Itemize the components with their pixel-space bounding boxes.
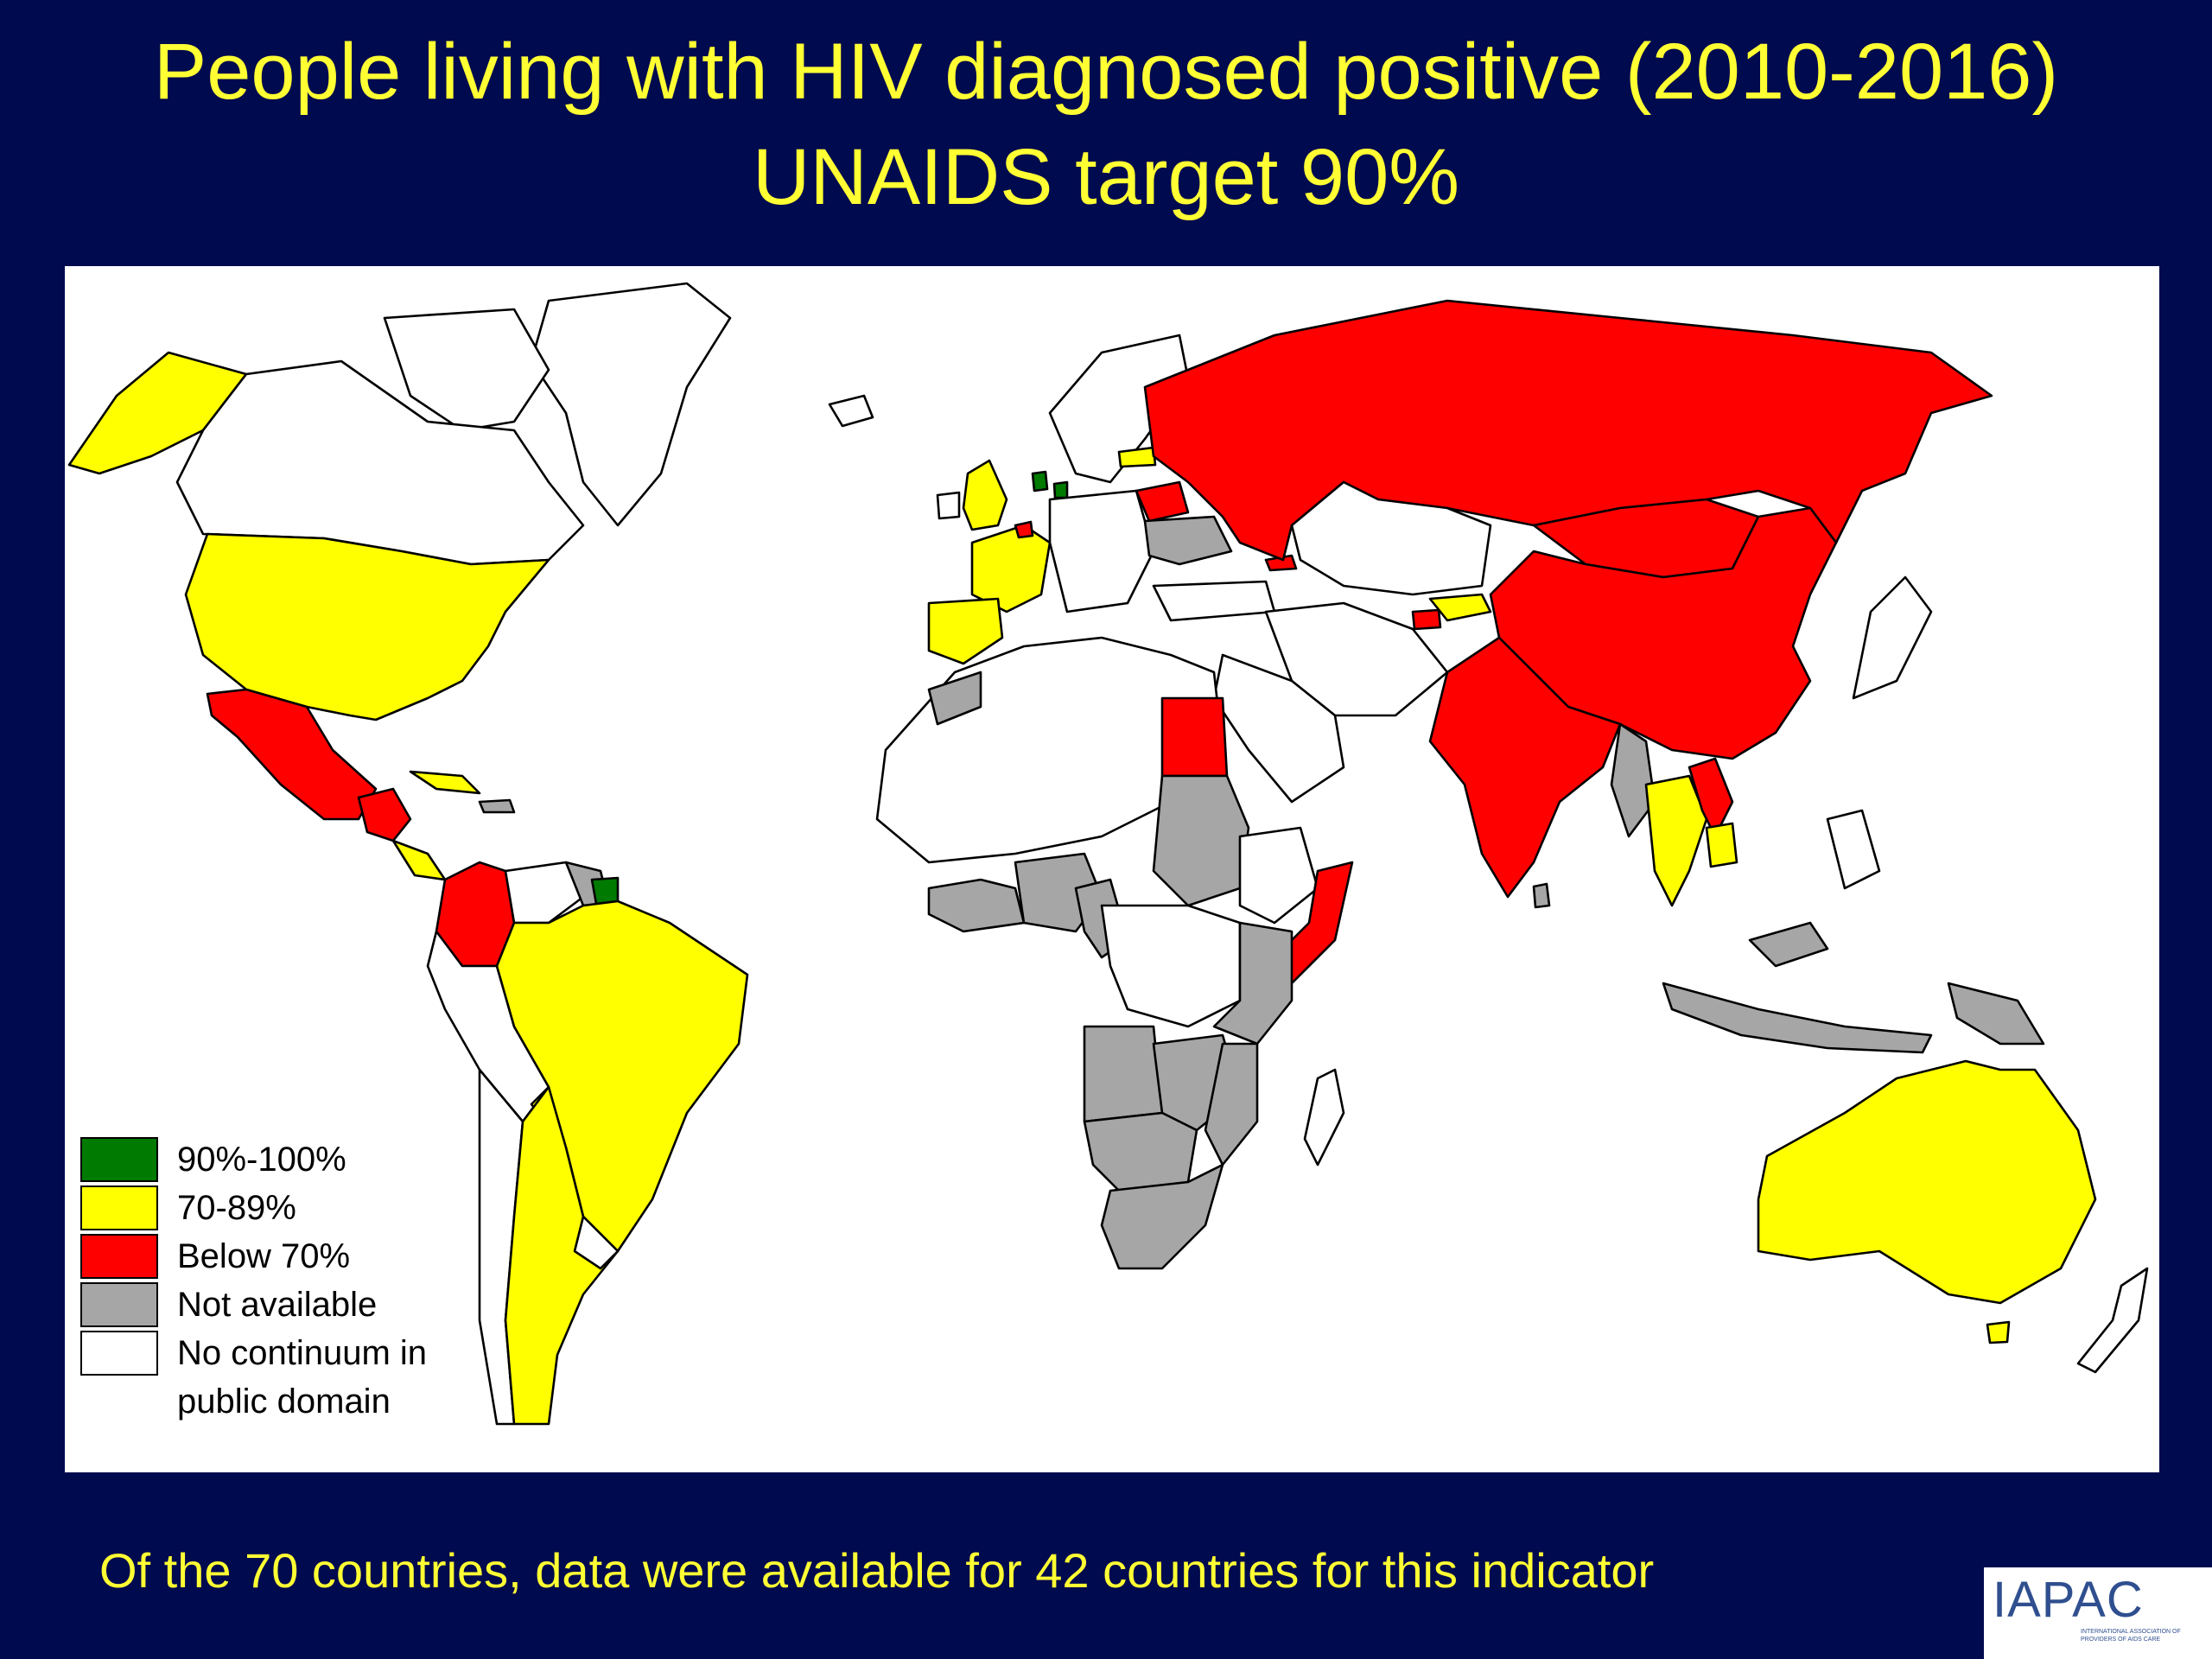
map-region-australia xyxy=(1757,1059,2097,1305)
map-region-cuba xyxy=(409,770,481,795)
map-region-uk xyxy=(962,459,1008,531)
map-region-russia xyxy=(1143,299,1993,562)
map-region-papua-new-guinea xyxy=(1947,982,2045,1046)
world-map xyxy=(67,282,2149,1426)
map-region-latvia xyxy=(1117,446,1157,468)
map-region-india xyxy=(1428,636,1622,899)
legend-item: 70-89% xyxy=(80,1184,427,1232)
map-region-vietnam xyxy=(1688,757,1734,838)
map-region-indonesia xyxy=(1662,982,1933,1054)
map-region-tasmania xyxy=(1986,1320,2011,1344)
legend-label: 90%-100% xyxy=(177,1140,346,1179)
footer-note: Of the 70 countries, data were available… xyxy=(99,1543,1655,1598)
legend-label: No continuum in xyxy=(177,1333,428,1372)
map-region-kyrgyzstan xyxy=(1428,593,1492,622)
logo-subtext: INTERNATIONAL ASSOCIATION OF PROVIDERS O… xyxy=(2081,1629,2181,1643)
map-region-argentina xyxy=(504,1085,620,1426)
map-region-canadian-arctic xyxy=(383,308,550,432)
map-region-egypt xyxy=(1160,696,1229,778)
map-region-malaysia xyxy=(1748,921,1829,968)
legend-label-continuation: public domain xyxy=(177,1382,391,1421)
legend-swatch-white xyxy=(80,1331,158,1376)
map-region-philippines xyxy=(1826,809,1881,890)
world-map-panel: 90%-100% 70-89% Below 70% Not available … xyxy=(65,266,2159,1472)
map-region-japan xyxy=(1852,575,1933,700)
map-region-ukraine xyxy=(1143,515,1233,566)
map-region-central-africa xyxy=(1100,904,1242,1028)
map-region-uruguay xyxy=(573,1215,620,1270)
legend-item: Not available xyxy=(80,1281,427,1329)
map-region-panama xyxy=(391,839,447,881)
map-region-kazakhstan xyxy=(1290,480,1492,596)
legend-swatch-yellow xyxy=(80,1185,158,1230)
legend-label: Not available xyxy=(177,1285,378,1324)
map-region-west-africa xyxy=(927,878,1026,933)
map-region-thailand xyxy=(1644,774,1708,907)
map-region-mozambique xyxy=(1204,1042,1259,1166)
map-region-angola xyxy=(1083,1025,1164,1123)
map-region-french-guiana xyxy=(590,876,620,906)
map-region-turkey xyxy=(1152,580,1276,622)
map-region-jamaica xyxy=(478,798,516,814)
map-region-ireland xyxy=(936,491,961,520)
map-region-netherlands xyxy=(1031,470,1049,493)
map-region-ethiopia xyxy=(1238,826,1319,925)
map-region-denmark xyxy=(1052,480,1069,499)
map-region-spain xyxy=(927,597,1004,665)
map-region-morocco xyxy=(927,671,982,726)
title-line-1: People living with HIV diagnosed positiv… xyxy=(153,28,2059,116)
map-region-new-zealand xyxy=(2076,1267,2149,1374)
map-region-myanmar xyxy=(1610,722,1656,838)
map-region-sri-lanka xyxy=(1532,882,1551,909)
map-region-usa xyxy=(184,532,550,721)
map-region-venezuela xyxy=(504,861,585,925)
legend-item: No continuum in xyxy=(80,1329,427,1377)
map-region-central-europe xyxy=(1048,489,1155,613)
map-region-mexico xyxy=(206,688,378,821)
map-region-iceland xyxy=(828,394,874,428)
legend-swatch-green xyxy=(80,1137,158,1182)
iapac-logo: IAPAC INTERNATIONAL ASSOCIATION OF PROVI… xyxy=(1984,1567,2212,1659)
map-region-madagascar xyxy=(1303,1068,1345,1166)
legend: 90%-100% 70-89% Below 70% Not available … xyxy=(80,1135,427,1426)
legend-label: 70-89% xyxy=(177,1188,296,1227)
map-region-belarus xyxy=(1135,480,1190,523)
map-region-namibia-botswana xyxy=(1083,1111,1198,1192)
legend-swatch-grey xyxy=(80,1282,158,1327)
map-region-sudan xyxy=(1152,774,1250,907)
map-region-luxembourg xyxy=(1014,520,1034,539)
legend-label: Below 70% xyxy=(177,1236,351,1275)
title-line-2: UNAIDS target 90% xyxy=(752,133,1460,221)
map-region-south-africa xyxy=(1100,1163,1224,1270)
map-region-greenland xyxy=(530,282,732,527)
map-region-cambodia xyxy=(1705,822,1738,868)
logo-text: IAPAC xyxy=(1993,1572,2144,1628)
legend-item: 90%-100% xyxy=(80,1135,427,1184)
map-region-tajikistan xyxy=(1411,608,1442,631)
legend-swatch-red xyxy=(80,1234,158,1279)
legend-item: Below 70% xyxy=(80,1232,427,1281)
page-title: People living with HIV diagnosed positiv… xyxy=(0,19,2212,230)
map-region-brazil xyxy=(495,899,749,1253)
map-region-central-america xyxy=(357,787,412,842)
